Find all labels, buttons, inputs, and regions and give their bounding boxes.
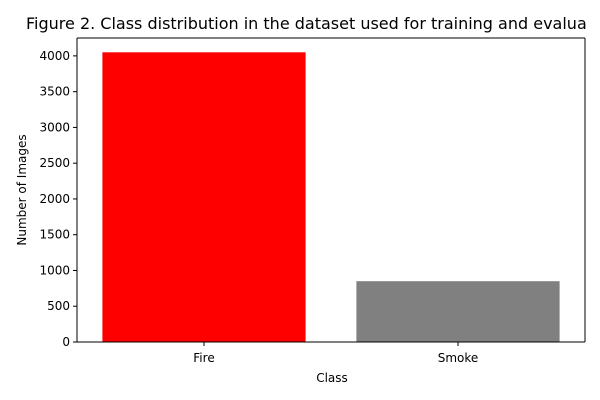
y-axis-label: Number of Images xyxy=(15,134,29,245)
plot-area: 0 500 1000 1500 2000 2500 3000 3500 4000 Fire Smok… xyxy=(39,37,586,365)
y-tick-label-3000: 3000 xyxy=(39,120,70,134)
y-tick-label-0: 0 xyxy=(62,335,70,349)
y-tick-label-4000: 4000 xyxy=(39,49,70,63)
y-tick-label-2500: 2500 xyxy=(39,156,70,170)
y-tick-label-1000: 1000 xyxy=(39,263,70,277)
y-tick-label-2000: 2000 xyxy=(39,192,70,206)
x-axis-label: Class xyxy=(316,371,348,385)
chart-title: Figure 2. Class distribution in the data… xyxy=(26,14,587,33)
x-tick-label-fire: Fire xyxy=(193,351,214,365)
y-tick-label-500: 500 xyxy=(47,299,70,313)
bar-smoke xyxy=(356,281,560,342)
y-tick-label-3500: 3500 xyxy=(39,85,70,99)
x-tick-label-smoke: Smoke xyxy=(438,351,479,365)
y-tick-label-1500: 1500 xyxy=(39,228,70,242)
bar-fire xyxy=(102,52,306,343)
